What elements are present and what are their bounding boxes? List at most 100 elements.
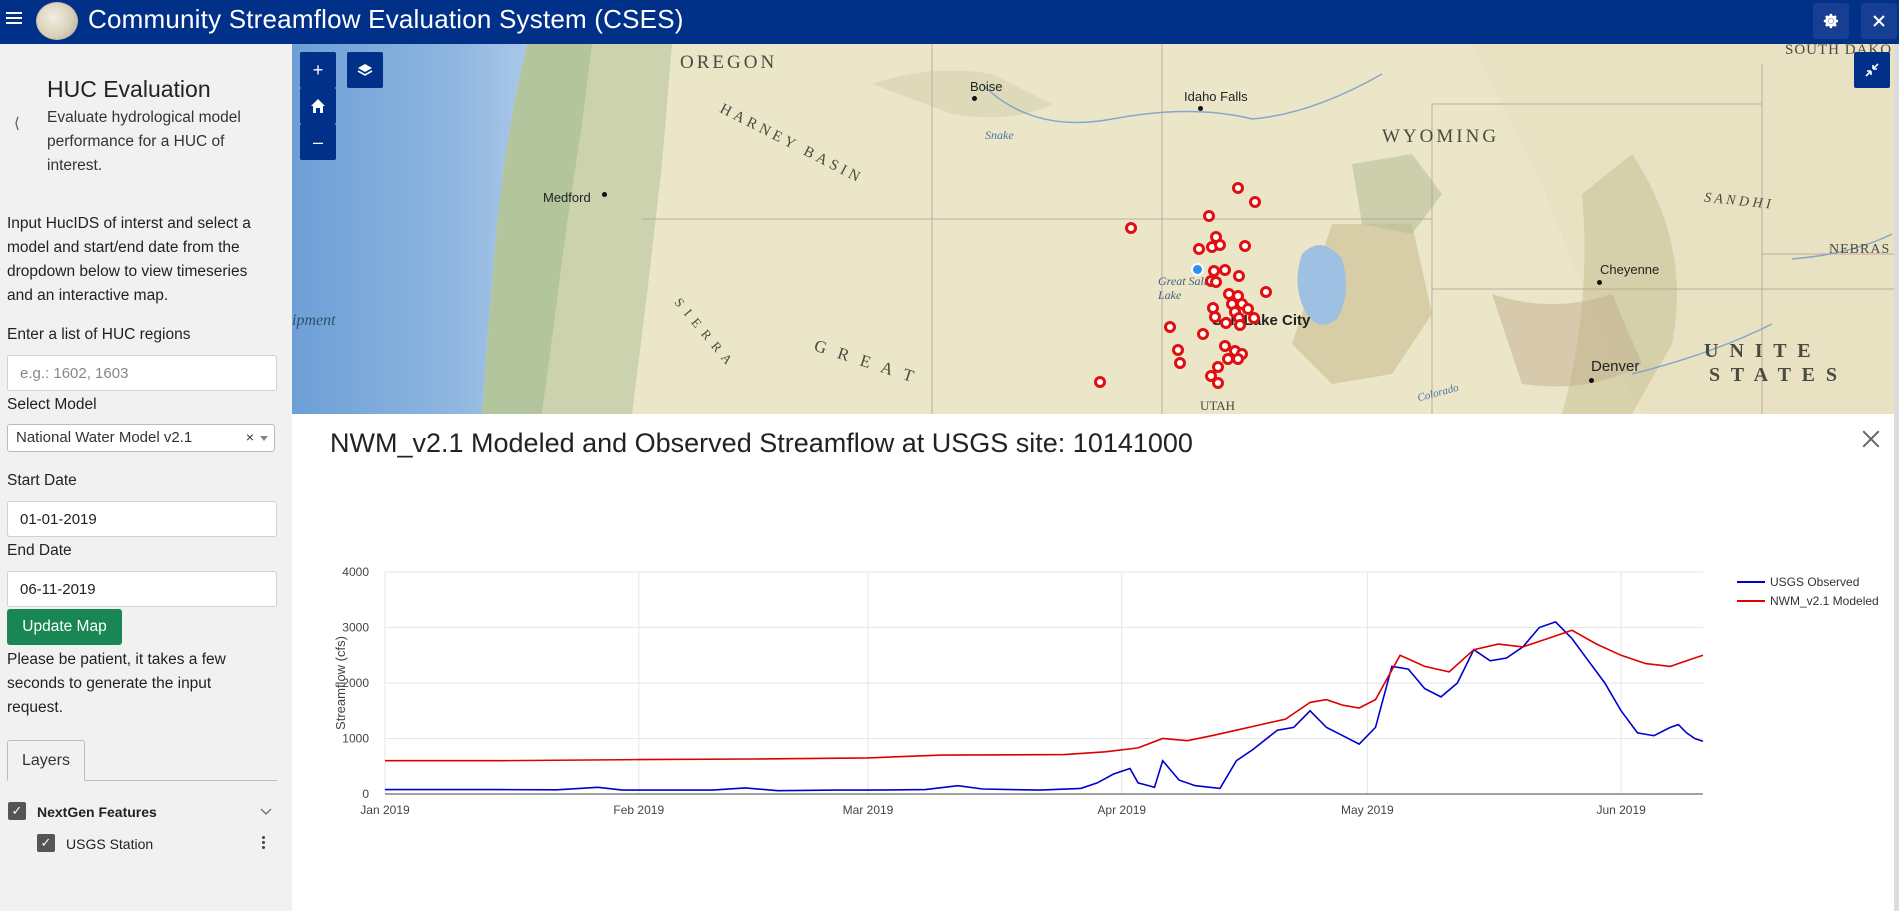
- y-tick-label: 1000: [342, 732, 369, 746]
- map-view[interactable]: OREGON WYOMING HARNEY BASIN SOUTH DAKO S…: [292, 44, 1899, 414]
- station-marker[interactable]: [1212, 377, 1224, 389]
- station-marker[interactable]: [1197, 328, 1209, 340]
- collapse-icon: [1865, 63, 1879, 77]
- station-marker[interactable]: [1209, 311, 1221, 323]
- station-marker[interactable]: [1174, 357, 1186, 369]
- settings-button[interactable]: [1813, 3, 1849, 39]
- station-marker[interactable]: [1125, 222, 1137, 234]
- station-marker[interactable]: [1212, 361, 1224, 373]
- station-marker-selected[interactable]: [1191, 263, 1204, 276]
- station-marker[interactable]: [1219, 264, 1231, 276]
- station-marker[interactable]: [1232, 182, 1244, 194]
- end-date-input[interactable]: [7, 571, 277, 607]
- city-dot: [1597, 280, 1602, 285]
- page-scrollbar[interactable]: [1894, 44, 1899, 911]
- station-marker[interactable]: [1164, 321, 1176, 333]
- city-medford: Medford: [543, 190, 591, 205]
- model-select-value: National Water Model v2.1: [16, 429, 193, 446]
- chevron-down-icon[interactable]: [260, 436, 268, 441]
- update-map-button[interactable]: Update Map: [7, 609, 122, 645]
- basemap-layers-button[interactable]: [347, 52, 383, 88]
- gear-icon: [1823, 13, 1839, 29]
- layers-icon: [357, 64, 373, 76]
- minus-icon: –: [312, 131, 323, 152]
- zoom-in-button[interactable]: +: [300, 52, 336, 88]
- city-dot: [1589, 378, 1594, 383]
- station-marker[interactable]: [1249, 196, 1261, 208]
- station-marker[interactable]: [1248, 312, 1260, 324]
- app-title: Community Streamflow Evaluation System (…: [88, 4, 684, 34]
- map-label-oregon: OREGON: [680, 52, 778, 73]
- app-logo: [36, 2, 78, 40]
- station-marker[interactable]: [1232, 353, 1244, 365]
- model-select[interactable]: National Water Model v2.1 ×: [7, 424, 275, 452]
- y-tick-label: 3000: [342, 621, 369, 635]
- y-tick-label: 0: [362, 787, 369, 801]
- station-marker[interactable]: [1220, 317, 1232, 329]
- chart-panel: NWM_v2.1 Modeled and Observed Streamflow…: [292, 414, 1899, 911]
- map-label-snake: Snake: [985, 128, 1014, 142]
- station-marker[interactable]: [1094, 376, 1106, 388]
- sidebar: ⟨ HUC Evaluation Evaluate hydrological m…: [0, 44, 292, 911]
- sidebar-subtitle: Evaluate hydrological model performance …: [47, 109, 241, 174]
- city-boise: Boise: [970, 79, 1003, 94]
- close-app-button[interactable]: [1861, 3, 1897, 39]
- more-options-icon[interactable]: [262, 836, 266, 849]
- layer-nextgen-features: NextGen Features: [37, 804, 157, 820]
- series-line-1: [385, 629, 1704, 762]
- y-tick-label: 2000: [342, 676, 369, 690]
- map-label-ipment: ipment: [292, 312, 336, 329]
- x-tick-label: Feb 2019: [613, 803, 664, 817]
- station-marker[interactable]: [1234, 319, 1246, 331]
- huc-label: Enter a list of HUC regions: [7, 326, 191, 343]
- station-marker[interactable]: [1203, 210, 1215, 222]
- clear-select-icon[interactable]: ×: [245, 429, 254, 445]
- map-label-nebraska: NEBRAS: [1829, 242, 1891, 257]
- sidebar-description: Input HucIDS of interst and select a mod…: [7, 215, 251, 304]
- usgs-station-checkbox[interactable]: ✓: [37, 834, 55, 852]
- legend-entry-1: NWM_v2.1 Modeled: [1770, 594, 1879, 608]
- tab-layers[interactable]: Layers: [7, 740, 85, 781]
- streamflow-chart[interactable]: 0 1000 2000 3000 4000 Jan 2019 Feb 2019 Mar 201…: [292, 414, 1899, 911]
- model-label: Select Model: [7, 396, 97, 413]
- plus-icon: +: [312, 59, 324, 80]
- station-marker[interactable]: [1219, 340, 1231, 352]
- collapse-map-button[interactable]: [1854, 52, 1890, 88]
- zoom-out-button[interactable]: –: [300, 124, 336, 160]
- chevron-down-icon[interactable]: [260, 808, 272, 816]
- sidebar-title: HUC Evaluation: [47, 76, 211, 102]
- city-dot: [1198, 106, 1203, 111]
- patience-note: Please be patient, it takes a few second…: [7, 651, 226, 716]
- collapse-sidebar-icon[interactable]: ⟨: [14, 115, 20, 132]
- home-button[interactable]: [300, 88, 336, 124]
- x-tick-label: May 2019: [1341, 803, 1394, 817]
- city-idaho-falls: Idaho Falls: [1184, 89, 1248, 104]
- x-tick-label: Jan 2019: [360, 803, 410, 817]
- station-marker[interactable]: [1239, 240, 1251, 252]
- y-tick-label: 4000: [342, 565, 369, 579]
- station-marker[interactable]: [1233, 270, 1245, 282]
- menu-icon[interactable]: [6, 12, 22, 28]
- tabs-divider: [7, 780, 277, 781]
- x-tick-label: Mar 2019: [843, 803, 894, 817]
- home-icon: [311, 99, 325, 113]
- station-marker[interactable]: [1172, 344, 1184, 356]
- nextgen-features-checkbox[interactable]: ✓: [8, 802, 26, 820]
- map-label-wyoming: WYOMING: [1382, 126, 1500, 147]
- city-dot: [972, 96, 977, 101]
- city-cheyenne: Cheyenne: [1600, 262, 1660, 277]
- station-marker[interactable]: [1260, 286, 1272, 298]
- start-date-input[interactable]: [7, 501, 277, 537]
- map-label-united: U N I T E: [1704, 340, 1814, 362]
- x-tick-label: Jun 2019: [1596, 803, 1646, 817]
- map-label-utah: UTAH: [1200, 398, 1236, 413]
- huc-input[interactable]: [7, 355, 277, 391]
- series-line-0: [385, 620, 1704, 792]
- close-icon: [1873, 15, 1885, 27]
- station-marker[interactable]: [1210, 276, 1222, 288]
- city-dot: [602, 192, 607, 197]
- end-date-label: End Date: [7, 542, 72, 559]
- station-marker[interactable]: [1214, 239, 1226, 251]
- station-marker[interactable]: [1193, 243, 1205, 255]
- y-axis-label: Streamflow (cfs): [333, 636, 348, 730]
